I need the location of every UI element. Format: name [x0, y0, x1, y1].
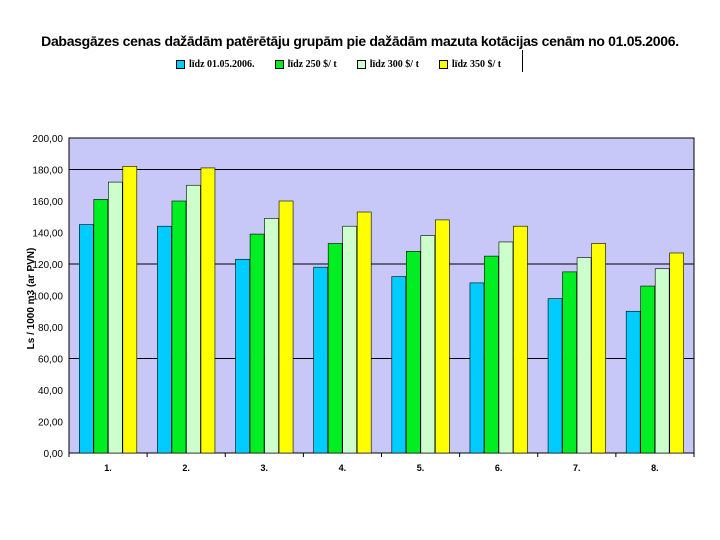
- bar: [591, 243, 606, 454]
- bar: [576, 257, 592, 454]
- bar: [235, 258, 250, 454]
- bar: [278, 200, 294, 454]
- bar: [186, 184, 201, 454]
- y-tick-label: 40,00: [38, 386, 63, 397]
- x-tick-label: 4.: [339, 463, 347, 473]
- y-tick-label: 200,00: [32, 134, 63, 145]
- bar: [669, 252, 684, 454]
- legend: līdz 01.05.2006. līdz 250 $/ t līdz 300 …: [176, 56, 521, 72]
- bar: [498, 241, 514, 454]
- bar: [249, 233, 265, 454]
- bar: [313, 266, 328, 454]
- bar: [342, 225, 357, 454]
- y-tick-label: 0,00: [44, 449, 64, 460]
- y-tick-label: 140,00: [32, 229, 63, 240]
- y-tick-label: 60,00: [38, 355, 63, 366]
- x-tick-label: 8.: [651, 463, 659, 473]
- bar: [93, 199, 109, 454]
- bar: [264, 218, 279, 454]
- y-axis-label: Ls / 1000 m3 (ar PVN): [26, 248, 37, 350]
- x-tick-label: 6.: [495, 463, 503, 473]
- y-tick-label: 100,00: [32, 292, 63, 303]
- y-tick-label: 120,00: [32, 260, 63, 271]
- legend-swatch: [438, 59, 448, 69]
- bar: [356, 211, 372, 454]
- bar: [654, 268, 670, 454]
- bar: [435, 219, 450, 454]
- bar: [625, 310, 641, 454]
- y-tick-label: 160,00: [32, 197, 63, 208]
- bar: [122, 166, 138, 454]
- bar: [391, 276, 407, 454]
- bar: [469, 282, 485, 454]
- bar: [171, 200, 187, 454]
- legend-item: līdz 01.05.2006.: [176, 59, 255, 70]
- legend-swatch: [274, 59, 284, 69]
- x-tick-label: 7.: [573, 463, 581, 473]
- legend-swatch: [176, 59, 185, 69]
- legend-item: līdz 250 $/ t: [274, 58, 337, 70]
- bar: [562, 271, 577, 454]
- legend-swatch: [356, 59, 366, 69]
- bar: [200, 167, 216, 454]
- bar: [157, 225, 172, 454]
- legend-label: līdz 350 $/ t: [451, 58, 502, 70]
- bar: [327, 243, 343, 454]
- bar: [547, 298, 563, 454]
- legend-label: līdz 300 $/ t: [369, 58, 419, 70]
- legend-item: līdz 350 $/ t: [438, 58, 502, 70]
- bar: [108, 181, 123, 454]
- legend-label: līdz 250 $/ t: [287, 58, 337, 70]
- x-tick-label: 5.: [417, 463, 425, 473]
- legend-divider: [522, 50, 523, 72]
- bar: [79, 224, 94, 454]
- bar: [484, 255, 499, 454]
- bar: [513, 225, 528, 454]
- bar: [406, 251, 421, 454]
- x-tick-label: 2.: [182, 463, 190, 473]
- y-tick-label: 180,00: [32, 166, 63, 177]
- x-tick-label: 3.: [261, 463, 269, 473]
- chart-title: Dabasgāzes cenas dažādām patērētāju grup…: [41, 33, 679, 49]
- x-tick-label: 1.: [104, 463, 112, 473]
- bar: [640, 285, 655, 454]
- bar: [420, 235, 436, 454]
- y-tick-label: 20,00: [38, 418, 63, 429]
- y-tick-label: 80,00: [38, 323, 63, 334]
- legend-item: līdz 300 $/ t: [356, 58, 419, 70]
- legend-label: līdz 01.05.2006.: [189, 58, 255, 70]
